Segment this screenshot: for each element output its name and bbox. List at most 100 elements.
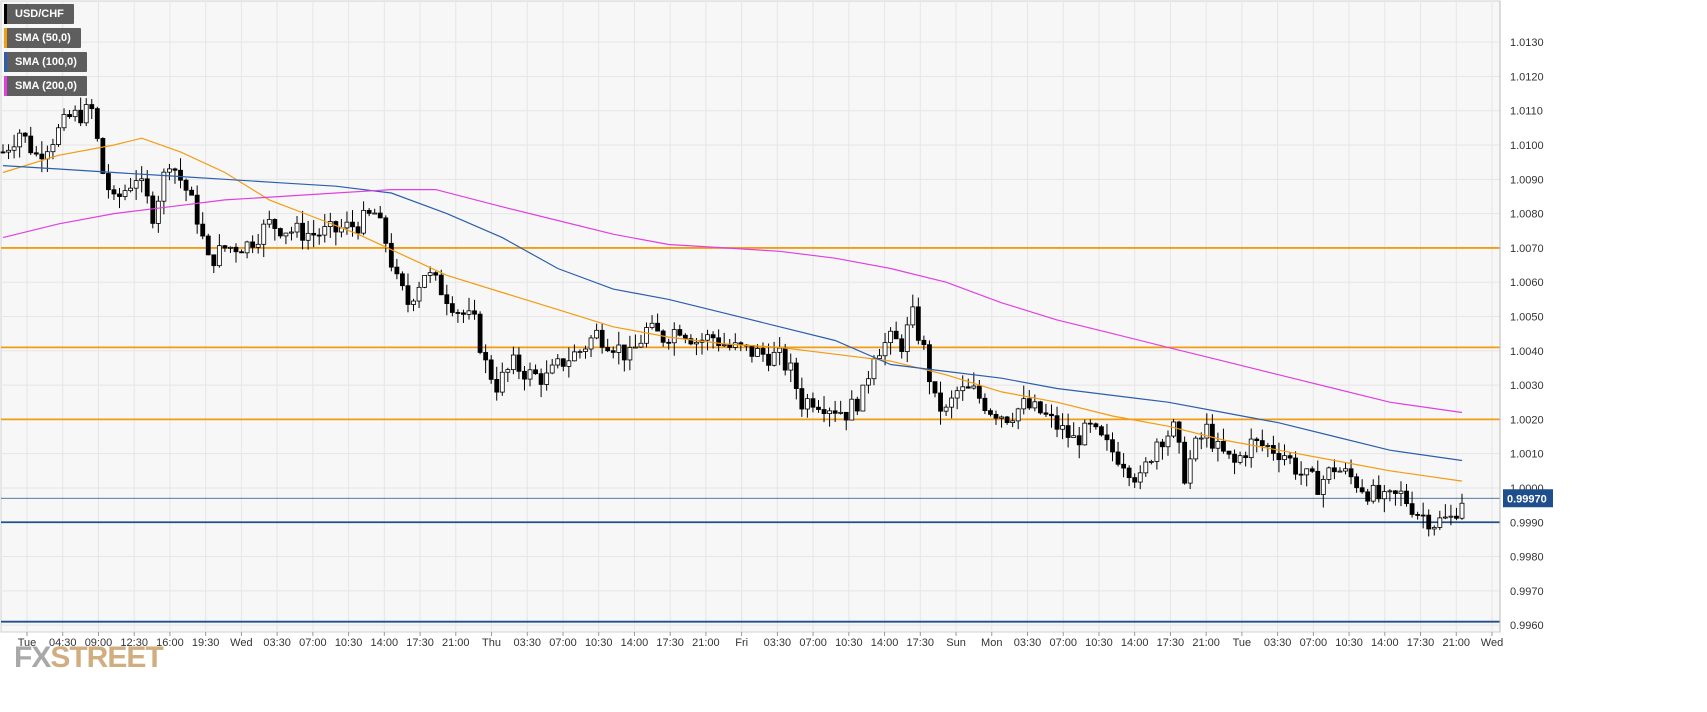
candle-body [1165, 435, 1171, 448]
x-tick-label: 17:30 [907, 637, 935, 649]
candle-body [1204, 423, 1210, 439]
legend-usdchf-swatch [4, 4, 7, 24]
candle-body [128, 187, 133, 192]
candle-body [882, 342, 888, 357]
x-tick-label: 10:30 [1085, 637, 1113, 649]
x-tick-label: 10:30 [835, 637, 863, 649]
candle-body [1121, 463, 1127, 469]
candle-body [616, 344, 622, 353]
candle-body [1099, 426, 1104, 436]
candle-body [411, 300, 416, 305]
candle-body [383, 217, 389, 244]
candle-body [694, 341, 699, 345]
candle-body [638, 342, 644, 348]
candle-body [78, 109, 84, 124]
candle-body [522, 370, 527, 380]
candle-body [671, 329, 677, 344]
candle-body [89, 104, 95, 110]
candle-body [1082, 422, 1088, 446]
candle-body [1049, 413, 1054, 417]
candle-body [749, 345, 755, 357]
candle-body [194, 194, 200, 225]
candle-body [1154, 441, 1160, 462]
sma-line [2, 165, 1463, 462]
candle-body [1376, 484, 1382, 500]
candle-body [533, 369, 538, 375]
candle-body [172, 168, 178, 171]
candle-body [255, 243, 261, 248]
candle-body [483, 352, 489, 361]
candle-body [133, 180, 139, 189]
candle-body [1442, 516, 1448, 519]
candle-body [1393, 490, 1398, 494]
candle-body [1337, 470, 1343, 473]
x-tick-label: 17:30 [1407, 637, 1435, 649]
y-tick-label: 1.0020 [1510, 414, 1544, 426]
candle-body [1448, 515, 1454, 518]
candle-body [11, 146, 17, 151]
legend-sma-200-swatch [4, 76, 7, 96]
sma-line [2, 137, 1463, 482]
x-tick-label: 03:30 [263, 637, 291, 649]
candle-body [610, 350, 616, 353]
y-tick-label: 0.9990 [1510, 517, 1544, 529]
candle-body [854, 398, 860, 412]
candle-body [300, 222, 305, 241]
candle-body [1359, 487, 1365, 493]
candle-body [344, 221, 350, 229]
candle-body [804, 398, 810, 410]
candle-body [466, 310, 472, 315]
candle-body [1276, 452, 1282, 461]
candle-body [1326, 467, 1332, 480]
candle-body [682, 334, 688, 340]
x-tick-label: 07:00 [1049, 637, 1077, 649]
x-tick-label: Wed [230, 637, 252, 649]
candle-body [499, 371, 505, 393]
x-tick-label: 03:30 [1264, 637, 1292, 649]
candle-body [943, 406, 949, 412]
legend-sma-100-label: SMA (100,0) [15, 56, 77, 68]
y-tick-label: 1.0070 [1510, 243, 1544, 255]
candle-body [1437, 517, 1443, 528]
candle-body [1160, 441, 1165, 448]
y-tick-label: 1.0040 [1510, 346, 1544, 358]
candle-body [1365, 491, 1371, 502]
candle-body [1015, 408, 1021, 422]
candle-body [155, 200, 161, 224]
candle-body [322, 226, 328, 236]
candle-body [1287, 455, 1293, 459]
candle-body [494, 379, 500, 393]
candle-body [67, 114, 72, 118]
candle-body [993, 413, 999, 419]
candle-body [777, 347, 783, 353]
candle-body [599, 329, 605, 348]
candle-body [289, 231, 294, 234]
candle-body [305, 232, 311, 241]
candle-body [505, 369, 511, 373]
x-tick-label: 14:00 [1371, 637, 1399, 649]
candle-body [960, 386, 966, 392]
candle-body [1259, 440, 1265, 446]
x-tick-label: 10:30 [585, 637, 613, 649]
candle-body [244, 241, 250, 254]
x-tick-label: 07:00 [1300, 637, 1328, 649]
candle-body [1110, 439, 1115, 453]
candle-body [976, 385, 982, 399]
candle-body [122, 190, 128, 197]
candle-body [1132, 477, 1138, 483]
candle-body [28, 135, 34, 154]
candle-body [544, 372, 550, 385]
candle-body [827, 410, 832, 414]
candle-body [1348, 468, 1354, 478]
y-tick-label: 0.9980 [1510, 552, 1544, 564]
candle-body [1148, 461, 1154, 463]
candle-body [283, 232, 289, 237]
candle-body [705, 334, 710, 341]
candle-body [1265, 445, 1271, 447]
x-tick-label: 21:00 [1192, 637, 1220, 649]
candle-body [405, 285, 411, 305]
candle-body [144, 178, 150, 197]
candle-body [1071, 435, 1077, 438]
candle-body [1354, 476, 1359, 489]
